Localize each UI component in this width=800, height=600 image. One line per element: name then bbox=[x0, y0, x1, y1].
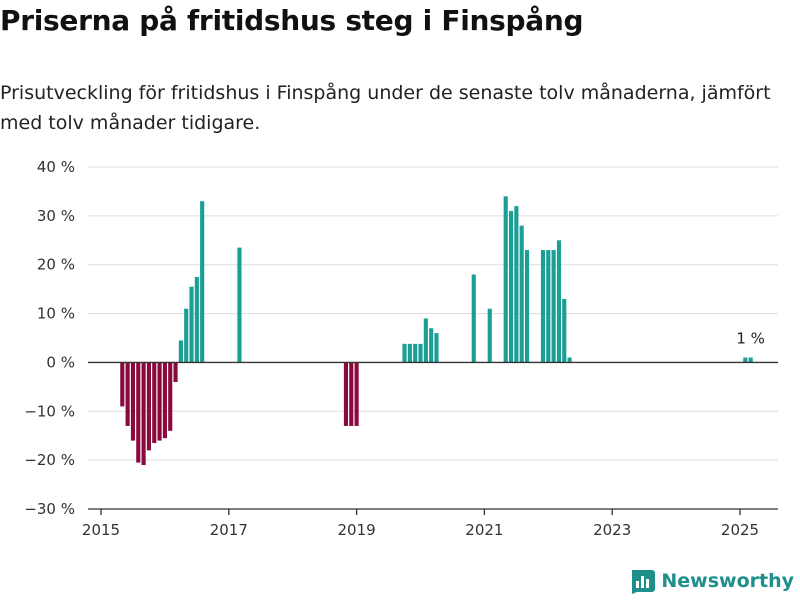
axes bbox=[88, 361, 778, 515]
bar bbox=[200, 201, 205, 363]
bar bbox=[354, 362, 359, 426]
tick-labels: −30 % −20 % −10 % 0 % 10 % 20 % 30 % 40 % 2015 20… bbox=[24, 158, 759, 539]
bar bbox=[146, 362, 151, 451]
bar bbox=[418, 343, 423, 363]
bar bbox=[136, 362, 141, 463]
chart-title: Priserna på fritidshus steg i Finspång bbox=[0, 4, 584, 37]
newsworthy-logo: Newsworthy bbox=[629, 568, 794, 594]
y-tick-label: 30 % bbox=[37, 207, 75, 225]
y-tick-label: −10 % bbox=[24, 402, 75, 420]
bar bbox=[168, 362, 173, 431]
chart-subtitle: Prisutveckling för fritidshus i Finspång… bbox=[0, 82, 771, 134]
bar-chart-logo-icon bbox=[632, 570, 656, 594]
bar bbox=[194, 276, 199, 363]
y-tick-label: 10 % bbox=[37, 305, 75, 323]
bars bbox=[120, 196, 753, 466]
bar bbox=[503, 196, 508, 363]
value-annotation: 1 % bbox=[736, 330, 765, 348]
bar bbox=[508, 210, 514, 363]
bar bbox=[349, 362, 354, 426]
x-tick-label: 2021 bbox=[465, 521, 503, 539]
bar bbox=[471, 274, 476, 363]
bar bbox=[125, 362, 130, 426]
y-tick-label: 40 % bbox=[37, 158, 75, 176]
bar bbox=[237, 247, 242, 363]
bar bbox=[402, 343, 407, 363]
bar bbox=[162, 362, 167, 439]
bar bbox=[152, 362, 157, 444]
bar bbox=[184, 308, 189, 363]
bar bbox=[514, 206, 519, 363]
bar bbox=[173, 362, 178, 382]
bar bbox=[551, 250, 556, 363]
bar bbox=[130, 362, 136, 441]
bar bbox=[189, 286, 194, 363]
bar bbox=[157, 362, 162, 441]
bar bbox=[407, 343, 412, 363]
bar bbox=[434, 333, 439, 363]
y-tick-label: −20 % bbox=[24, 451, 75, 469]
bar bbox=[429, 328, 434, 363]
bar bbox=[524, 250, 530, 363]
bar bbox=[556, 240, 562, 363]
bar bbox=[748, 357, 753, 363]
bar bbox=[546, 250, 551, 363]
y-tick-label: 0 % bbox=[46, 353, 75, 371]
x-tick-label: 2025 bbox=[721, 521, 759, 539]
x-tick-label: 2017 bbox=[210, 521, 248, 539]
bar bbox=[540, 250, 546, 363]
bar-chart: −30 % −20 % −10 % 0 % 10 % 20 % 30 % 40 % 2015 20… bbox=[24, 158, 778, 539]
y-tick-label: −30 % bbox=[24, 500, 75, 518]
bar bbox=[562, 298, 567, 363]
brand-name: Newsworthy bbox=[661, 570, 794, 592]
x-tick-label: 2019 bbox=[338, 521, 376, 539]
bar bbox=[519, 225, 524, 363]
bar bbox=[141, 362, 146, 466]
annotations: 1 % bbox=[736, 330, 765, 348]
bar bbox=[343, 362, 349, 426]
bar bbox=[567, 357, 572, 363]
bar bbox=[120, 362, 125, 407]
bar bbox=[487, 308, 492, 363]
bar bbox=[743, 357, 748, 363]
bar bbox=[423, 318, 428, 363]
x-tick-label: 2015 bbox=[82, 521, 120, 539]
bar bbox=[178, 340, 183, 363]
x-tick-label: 2023 bbox=[593, 521, 631, 539]
bar bbox=[413, 343, 418, 363]
y-tick-label: 20 % bbox=[37, 256, 75, 274]
